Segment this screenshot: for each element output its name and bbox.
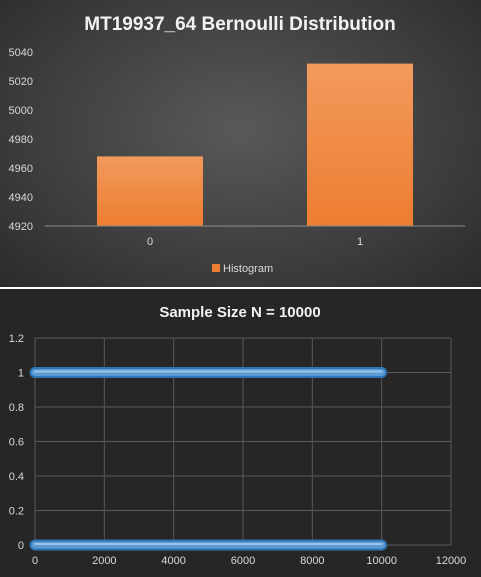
- histogram-x-tick-label: 0: [147, 236, 153, 248]
- sample-x-tick-label: 8000: [300, 555, 324, 567]
- sample-y-tick-label: 0.8: [9, 402, 24, 414]
- sample-y-tick-label: 1.2: [9, 333, 24, 345]
- histogram-bar: [97, 156, 203, 226]
- sample-x-tick-label: 0: [32, 555, 38, 567]
- histogram-chart-title: MT19937_64 Bernoulli Distribution: [84, 14, 395, 35]
- histogram-y-tick-label: 4940: [9, 192, 33, 204]
- histogram-y-tick-label: 4960: [9, 163, 33, 175]
- sample-chart-panel: Sample Size N = 10000 0 0.2 0.4 0.6 0.8 1 1.2 …: [0, 289, 481, 577]
- sample-x-tick-label: 12000: [436, 555, 467, 567]
- histogram-y-tick-label: 5040: [9, 47, 33, 59]
- histogram-bar: [307, 64, 413, 226]
- histogram-y-tick-label: 5000: [9, 105, 33, 117]
- sample-chart-title: Sample Size N = 10000: [159, 304, 320, 321]
- sample-x-tick-label: 6000: [231, 555, 255, 567]
- histogram-chart-panel: MT19937_64 Bernoulli Distribution 4920 49…: [0, 0, 481, 287]
- histogram-chart: MT19937_64 Bernoulli Distribution 4920 49…: [0, 0, 481, 287]
- histogram-y-tick-label: 5020: [9, 76, 33, 88]
- sample-x-tick-label: 4000: [161, 555, 185, 567]
- legend-label-histogram: Histogram: [223, 263, 273, 275]
- histogram-y-tick-label: 4980: [9, 134, 33, 146]
- legend-swatch-histogram: [212, 264, 220, 272]
- histogram-legend: Histogram: [212, 263, 273, 275]
- sample-scatter-chart: Sample Size N = 10000 00.20.40.60.811.2 …: [0, 289, 481, 577]
- sample-x-tick-label: 10000: [366, 555, 397, 567]
- histogram-x-tick-label: 1: [357, 236, 363, 248]
- sample-y-tick-label: 0.6: [9, 437, 24, 449]
- sample-y-tick-label: 0: [18, 540, 24, 552]
- sample-x-tick-label: 2000: [92, 555, 116, 567]
- sample-y-tick-label: 0.4: [9, 471, 24, 483]
- sample-y-tick-label: 0.2: [9, 506, 24, 518]
- histogram-y-tick-label: 4920: [9, 221, 33, 233]
- sample-y-tick-label: 1: [18, 368, 24, 380]
